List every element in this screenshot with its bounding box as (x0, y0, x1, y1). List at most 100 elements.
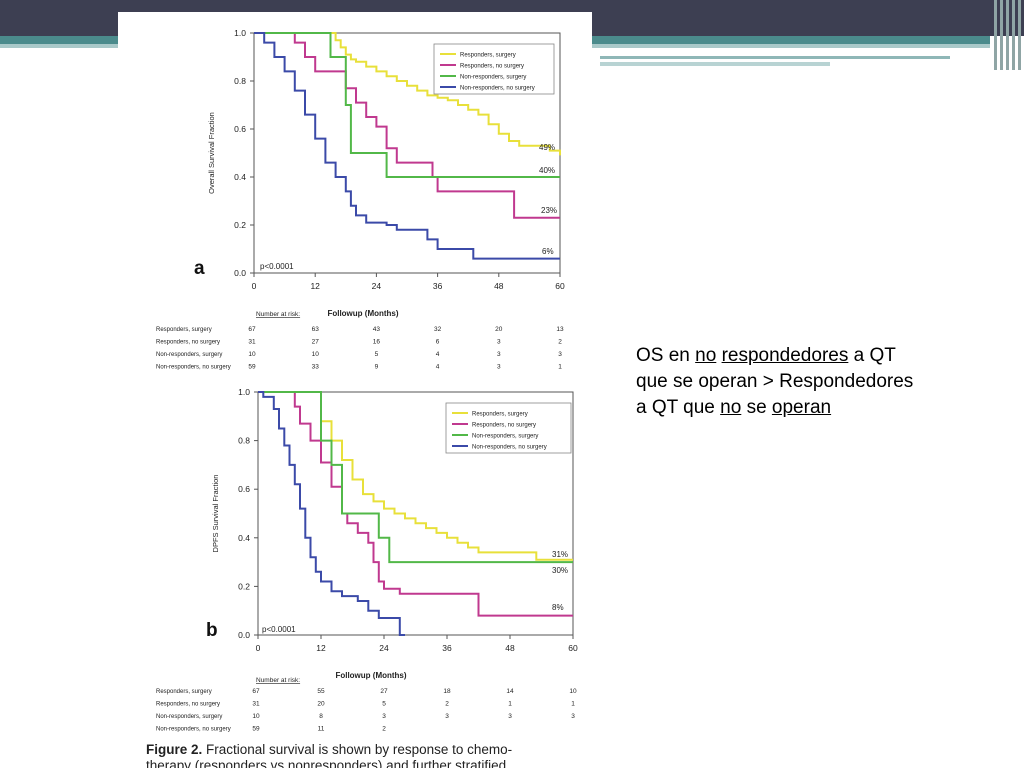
x-tick-label-b: 0 (256, 643, 261, 653)
at-risk-header-b: Number at risk: (256, 677, 300, 684)
at-risk-value-a-1: 6 (436, 339, 440, 346)
at-risk-value-b-0: 14 (506, 688, 514, 695)
legend-entry-a-1: Responders, no surgery (460, 64, 524, 70)
series-line-b-3 (258, 391, 405, 636)
x-tick-label-a: 60 (555, 281, 565, 291)
y-tick-label-b: 1.0 (238, 387, 250, 397)
at-risk-value-a-3: 9 (375, 364, 379, 371)
at-risk-row-label-a-0: Responders, surgery (156, 327, 212, 333)
at-risk-value-b-2: 3 (382, 713, 386, 720)
at-risk-row-label-a-1: Responders, no surgery (156, 340, 220, 346)
series-end-label-a-2: 40% (539, 166, 555, 175)
at-risk-value-a-3: 4 (436, 364, 440, 371)
at-risk-value-a-3: 33 (312, 364, 320, 371)
at-risk-value-b-3: 59 (252, 726, 260, 733)
slide-text-line-1: OS en no respondedores a QT (636, 343, 996, 369)
x-tick-label-b: 12 (316, 643, 326, 653)
at-risk-row-label-a-2: Non-responders, surgery (156, 352, 222, 358)
slide-accent-line-light (600, 62, 830, 66)
slide-text-w4: respondedores (721, 345, 849, 366)
at-risk-value-a-2: 10 (312, 351, 320, 358)
at-risk-value-b-2: 3 (508, 713, 512, 720)
y-tick-label-a: 0.2 (234, 220, 246, 230)
x-axis-label-a: Followup (Months) (327, 309, 398, 318)
slide-text-w2: no (695, 345, 717, 366)
at-risk-value-b-2: 8 (319, 713, 323, 720)
at-risk-value-a-1: 3 (497, 339, 501, 346)
at-risk-header-a: Number at risk: (256, 311, 300, 318)
at-risk-value-b-2: 3 (571, 713, 575, 720)
at-risk-value-b-1: 2 (445, 701, 449, 708)
at-risk-value-a-1: 27 (312, 339, 320, 346)
slide-text-line-3: a QT que no se operan (636, 395, 996, 421)
x-tick-label-a: 24 (372, 281, 382, 291)
at-risk-value-a-0: 13 (556, 326, 564, 333)
at-risk-row-label-b-2: Non-responders, surgery (156, 714, 222, 720)
slide-text-w5: a QT (848, 345, 896, 366)
survival-figure: 0 12 24 36 48 60 0.0 0.2 0.4 0.6 0.8 1.0 Overall Sur… (118, 12, 592, 773)
at-risk-value-a-0: 67 (248, 326, 256, 333)
p-value-b: p<0.0001 (262, 625, 296, 634)
at-risk-value-b-3: 2 (382, 726, 386, 733)
series-line-a-1 (254, 32, 560, 219)
series-line-b-2 (258, 391, 573, 564)
y-axis-label-a: Overall Survival Fraction (207, 112, 216, 194)
x-tick-label-a: 36 (433, 281, 443, 291)
at-risk-value-b-0: 18 (443, 688, 451, 695)
figure-caption-bold: Figure 2. (146, 742, 202, 757)
series-end-label-a-0: 49% (539, 143, 555, 152)
legend-entry-b-1: Responders, no surgery (472, 423, 536, 429)
at-risk-row-label-b-0: Responders, surgery (156, 689, 212, 695)
at-risk-row-label-b-3: Non-responders, no surgery (156, 727, 231, 733)
at-risk-value-b-0: 10 (569, 688, 577, 695)
slide-corner-decoration (990, 0, 1024, 70)
legend-entry-a-3: Non-responders, no surgery (460, 86, 535, 92)
at-risk-value-a-2: 10 (248, 351, 256, 358)
slide-accent-line (600, 56, 950, 59)
at-risk-value-a-2: 4 (436, 351, 440, 358)
x-tick-label-b: 60 (568, 643, 578, 653)
series-end-label-a-3: 6% (542, 247, 554, 256)
slide-text-l3d: operan (771, 397, 832, 418)
at-risk-value-b-1: 31 (252, 701, 260, 708)
at-risk-value-b-0: 55 (317, 688, 325, 695)
at-risk-value-a-3: 1 (558, 364, 562, 371)
at-risk-value-a-1: 2 (558, 339, 562, 346)
figure-caption-rest: Fractional survival is shown by response… (202, 742, 512, 757)
at-risk-value-b-0: 67 (252, 688, 260, 695)
at-risk-value-a-2: 3 (497, 351, 501, 358)
panel-label-b: b (206, 620, 218, 641)
panel-label-a: a (194, 258, 205, 279)
x-tick-label-a: 48 (494, 281, 504, 291)
at-risk-value-b-0: 27 (380, 688, 388, 695)
series-end-label-b-1: 8% (552, 603, 564, 612)
at-risk-value-a-0: 43 (373, 326, 381, 333)
series-line-a-2 (254, 32, 560, 178)
slide-text-l3c: se (741, 397, 772, 418)
at-risk-value-b-1: 1 (571, 701, 575, 708)
series-end-label-b-2: 30% (552, 566, 568, 575)
at-risk-value-b-1: 1 (508, 701, 512, 708)
y-tick-label-a: 0.6 (234, 124, 246, 134)
at-risk-value-a-2: 5 (375, 351, 379, 358)
at-risk-value-a-0: 63 (312, 326, 320, 333)
y-tick-label-a: 1.0 (234, 28, 246, 38)
series-line-a-0 (254, 32, 561, 156)
slide-text-l3a: a QT que (636, 397, 721, 418)
y-tick-label-b: 0.8 (238, 436, 250, 446)
series-end-label-a-1: 23% (541, 206, 557, 215)
at-risk-value-a-3: 3 (497, 364, 501, 371)
y-tick-label-a: 0.8 (234, 76, 246, 86)
at-risk-value-b-2: 3 (445, 713, 449, 720)
y-tick-label-a: 0.4 (234, 172, 246, 182)
x-axis-label-b: Followup (Months) (335, 671, 406, 680)
x-tick-label-b: 24 (379, 643, 389, 653)
x-tick-label-b: 36 (442, 643, 452, 653)
series-line-a-3 (254, 32, 560, 260)
series-line-b-1 (258, 391, 573, 617)
legend-box-a (433, 43, 555, 95)
at-risk-value-b-2: 10 (252, 713, 260, 720)
y-tick-label-b: 0.0 (238, 630, 250, 640)
at-risk-value-a-1: 16 (373, 339, 381, 346)
